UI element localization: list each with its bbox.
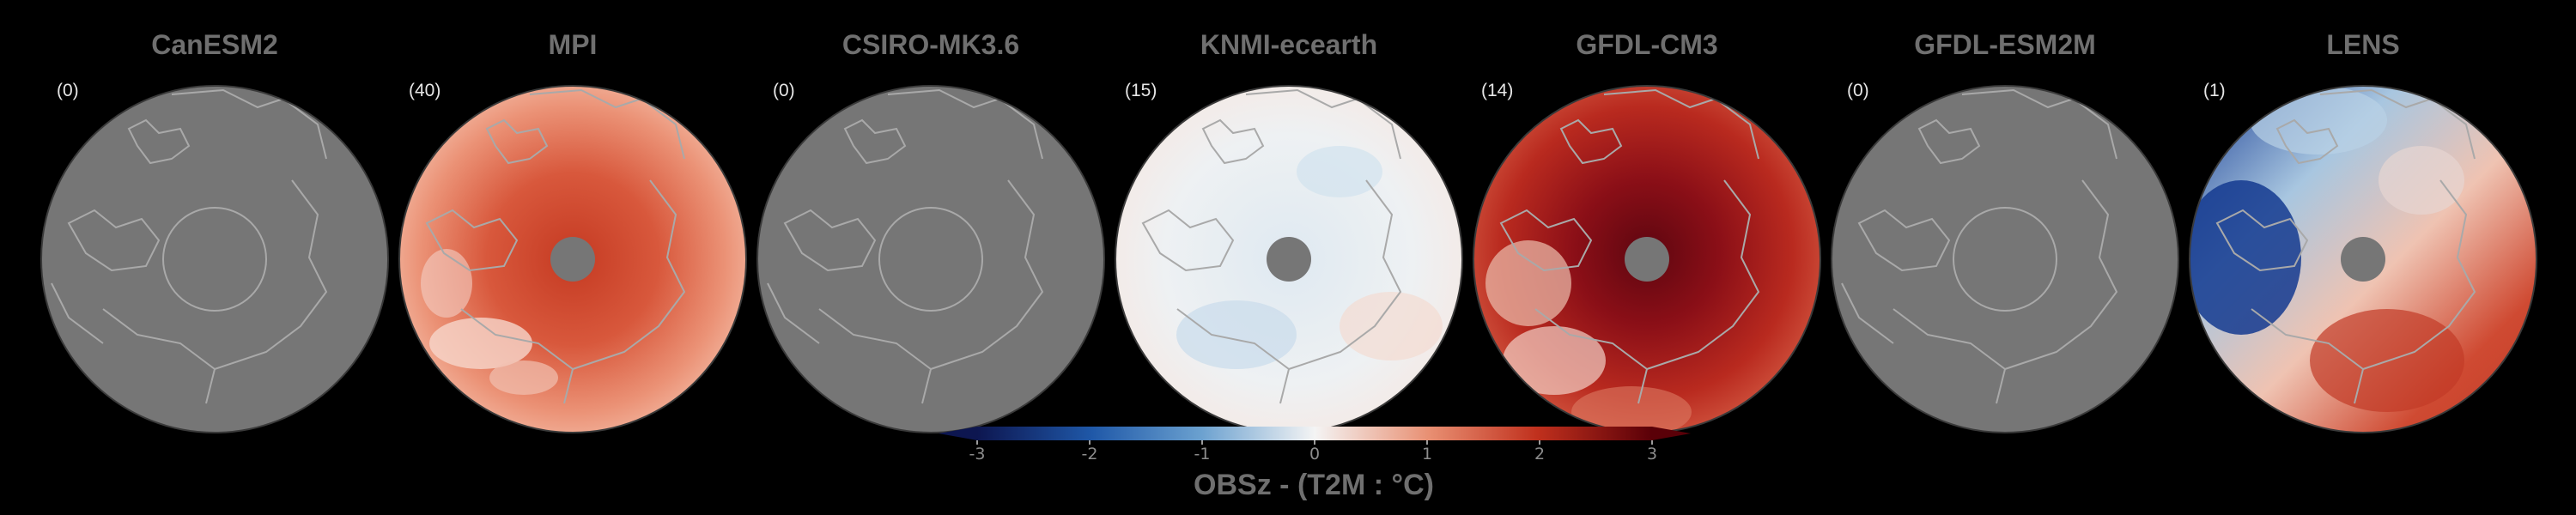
colorbar-label: OBSz - (T2M : °C) <box>1194 469 1434 501</box>
coastlines <box>1841 88 2118 404</box>
colorbar-tick: 3 <box>1646 445 1658 464</box>
colorbar-tick: -2 <box>1081 445 1098 464</box>
member-count-knmi: (15) <box>1125 81 1157 100</box>
member-count-canesm2: (0) <box>57 81 79 100</box>
member-count-gfdl-cm3: (14) <box>1481 81 1514 100</box>
colorbar-tick: 0 <box>1309 445 1321 464</box>
coastlines <box>2215 88 2476 404</box>
coastlines <box>767 88 1044 404</box>
colorbar-tick: -3 <box>969 445 986 464</box>
map-panel-knmi <box>1115 85 1463 433</box>
map-panel-csiro <box>756 85 1105 433</box>
panel-title-canesm2: CanESM2 <box>151 29 278 60</box>
map-panel-gfdl-esm2m <box>1831 85 2179 433</box>
colorbar-tick: -1 <box>1194 445 1211 464</box>
panel-title-gfdl-cm3: GFDL-CM3 <box>1576 29 1718 60</box>
member-count-mpi: (40) <box>409 81 441 100</box>
map-panel-canesm2 <box>40 85 389 433</box>
colorbar <box>939 427 1691 445</box>
panel-title-csiro: CSIRO-MK3.6 <box>841 29 1020 60</box>
pole-hole <box>1625 237 1669 282</box>
colorbar-tick: 2 <box>1534 445 1546 464</box>
pole-hole <box>1267 237 1311 282</box>
pole-hole <box>550 237 595 282</box>
map-panel-lens <box>2189 85 2537 433</box>
coastlines <box>1499 88 1760 404</box>
colorbar-gradient <box>977 427 1652 440</box>
colorbar-tick: 1 <box>1421 445 1433 464</box>
pole-hole <box>2341 237 2385 282</box>
member-count-gfdl-esm2m: (0) <box>1847 81 1869 100</box>
map-disk <box>41 86 388 433</box>
member-count-csiro: (0) <box>773 81 795 100</box>
map-panel-mpi <box>398 85 747 433</box>
map-panel-gfdl-cm3 <box>1473 85 1821 433</box>
coastlines <box>1141 88 1402 404</box>
colorbar-extend-min <box>939 427 977 440</box>
panel-title-knmi: KNMI-ecearth <box>1200 29 1378 60</box>
colorbar-extend-max <box>1652 427 1691 440</box>
panel-title-lens: LENS <box>2326 29 2400 60</box>
coastlines <box>425 88 686 404</box>
map-disk <box>1832 86 2178 433</box>
member-count-lens: (1) <box>2203 81 2226 100</box>
coastlines <box>51 88 328 404</box>
panel-title-gfdl-esm2m: GFDL-ESM2M <box>1914 29 2096 60</box>
map-disk <box>757 86 1104 433</box>
panel-title-mpi: MPI <box>548 29 598 60</box>
